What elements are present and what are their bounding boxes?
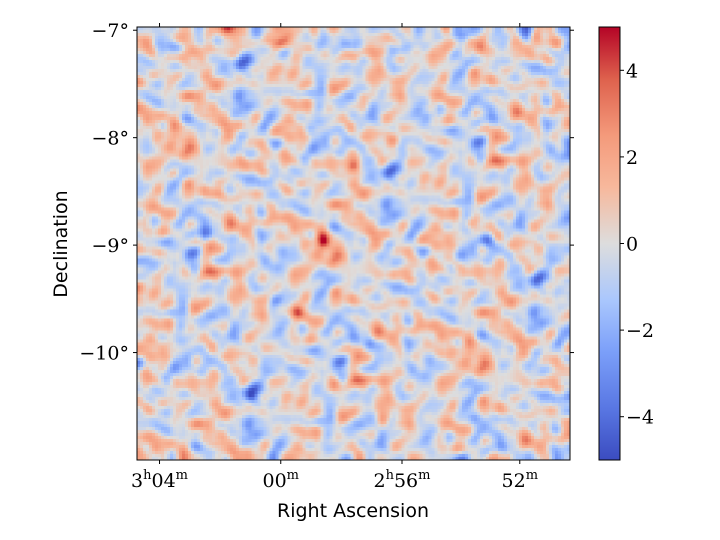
colorbar-tick-label: 2 — [626, 147, 638, 169]
colorbar-tick-label: 0 — [626, 234, 638, 256]
x-axis-label: Right Ascension — [277, 500, 429, 522]
y-axis-label: Declination — [50, 190, 72, 297]
y-tick-label: −10° — [79, 343, 129, 365]
heatmap-image — [137, 27, 570, 460]
colorbar-gradient — [598, 26, 621, 461]
y-axis-ticks: −7° −8° −9° −10° — [79, 20, 574, 365]
x-tick-label: 00m — [262, 468, 299, 492]
y-tick-label: −7° — [91, 20, 129, 42]
y-tick-label: −8° — [91, 128, 129, 150]
x-tick-label: 2h56m — [374, 468, 431, 492]
x-tick-label: 3h04m — [131, 468, 188, 492]
colorbar-tick-label: −2 — [626, 320, 654, 342]
y-tick-label: −9° — [91, 235, 129, 257]
colorbar-tick-label: 4 — [626, 60, 638, 82]
colorbar-tick-label: −4 — [626, 407, 654, 429]
x-tick-label: 52m — [502, 468, 539, 492]
colorbar: 4 2 0 −2 −4 — [598, 26, 654, 461]
heatmap-panel: 3h04m 00m 2h56m 52m −7° −8° −9° −10° — [79, 20, 574, 492]
plot-frame — [136, 26, 571, 461]
colorbar-ticks: 4 2 0 −2 −4 — [620, 60, 654, 429]
